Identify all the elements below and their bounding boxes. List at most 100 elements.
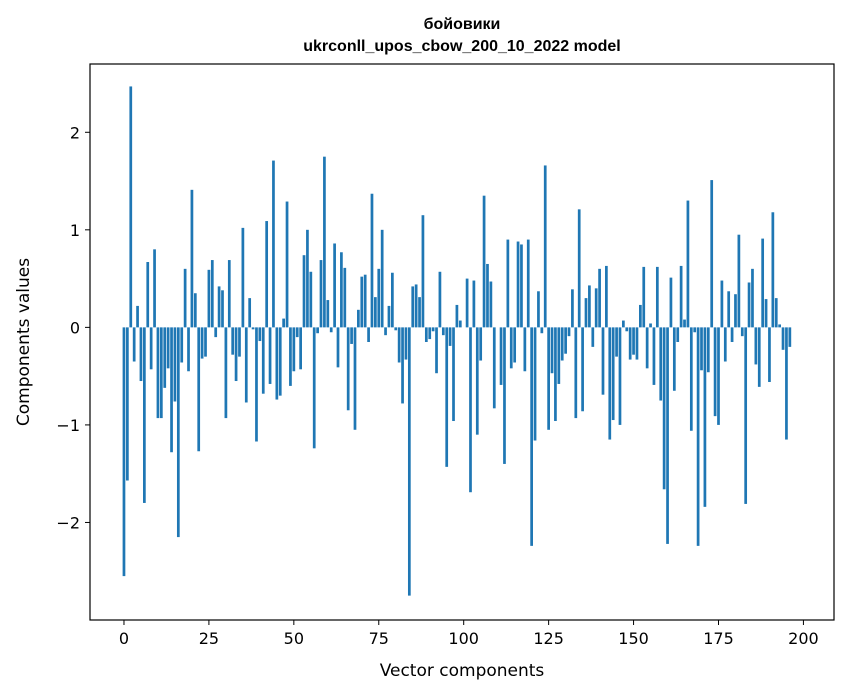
bar: [560, 327, 564, 361]
y-axis-label: Components values: [14, 258, 34, 426]
bar: [377, 268, 381, 328]
bar: [143, 327, 146, 503]
bar: [489, 281, 493, 328]
bar: [652, 327, 656, 385]
bar: [472, 280, 476, 328]
bar: [482, 195, 486, 328]
bar: [676, 327, 680, 342]
bar: [445, 327, 449, 467]
bar: [302, 255, 306, 328]
bar: [458, 320, 462, 328]
bar: [421, 215, 425, 328]
bar: [289, 327, 292, 386]
bar: [475, 327, 479, 435]
bar: [526, 239, 530, 328]
bar: [499, 327, 503, 385]
bar: [190, 189, 194, 328]
bar: [180, 327, 184, 363]
bar: [706, 327, 710, 373]
bar: [248, 298, 252, 328]
bar: [272, 160, 275, 328]
bar: [126, 327, 129, 481]
bar: [438, 271, 442, 328]
bar: [469, 327, 472, 493]
bar: [234, 327, 238, 382]
bar: [156, 327, 160, 419]
bar: [479, 327, 483, 361]
bar: [326, 300, 330, 328]
bar: [380, 229, 384, 328]
bar: [577, 209, 581, 328]
bar: [401, 327, 404, 404]
bar: [625, 327, 629, 332]
bar: [251, 327, 255, 330]
bar: [159, 327, 163, 419]
bar: [231, 327, 235, 355]
x-tick-label: 175: [703, 629, 734, 648]
bar: [455, 304, 459, 328]
bar: [374, 297, 377, 328]
bar: [153, 249, 156, 328]
bar: [550, 327, 554, 374]
bar: [448, 327, 452, 346]
bar: [285, 201, 289, 328]
bar: [666, 327, 669, 544]
bar: [278, 327, 282, 396]
bar: [710, 180, 714, 328]
bar: [537, 291, 540, 328]
bar: [207, 269, 211, 328]
bar: [700, 327, 703, 371]
bar: [669, 277, 673, 328]
bar: [757, 327, 761, 387]
bar: [523, 327, 527, 372]
bar: [764, 299, 768, 328]
bar: [146, 262, 150, 328]
bar: [659, 327, 663, 401]
bar: [588, 285, 591, 328]
bar: [632, 327, 635, 355]
bar: [594, 288, 598, 328]
bar: [265, 221, 269, 328]
y-axis-ticks: −2 −1 0 1 2: [56, 123, 90, 532]
bar: [397, 327, 401, 363]
x-tick-label: 25: [199, 629, 219, 648]
bar: [197, 327, 201, 452]
bar: [683, 319, 686, 328]
bar: [343, 267, 347, 328]
bar: [642, 266, 646, 328]
x-axis-ticks: 0 25 50 75 100 125 150 175 200: [119, 620, 819, 648]
bar: [139, 327, 143, 382]
bar: [574, 327, 578, 419]
bar: [166, 327, 170, 369]
bar: [635, 327, 639, 360]
bar: [170, 327, 173, 453]
bar: [509, 327, 513, 369]
bar: [513, 327, 517, 363]
bar: [591, 327, 595, 347]
y-tick-label: 1: [70, 221, 80, 240]
bar: [645, 327, 649, 369]
bar: [662, 327, 666, 490]
bar: [584, 298, 588, 328]
bar: [774, 298, 778, 328]
bar: [686, 200, 690, 328]
bar: [204, 327, 207, 357]
bar: [136, 305, 139, 328]
bar: [187, 327, 190, 372]
y-tick-label: −1: [56, 416, 80, 435]
bar: [649, 323, 652, 328]
bar: [122, 327, 126, 577]
bar: [227, 260, 231, 328]
bar: [771, 212, 775, 328]
bar: [357, 309, 360, 328]
bar: [353, 327, 357, 430]
bar: [785, 327, 788, 440]
bar: [608, 327, 612, 440]
bar: [693, 327, 697, 333]
bar: [221, 290, 224, 328]
x-tick-label: 150: [618, 629, 649, 648]
bar: [618, 327, 622, 425]
bar: [295, 327, 299, 338]
bar: [567, 327, 571, 337]
bar: [679, 265, 683, 328]
